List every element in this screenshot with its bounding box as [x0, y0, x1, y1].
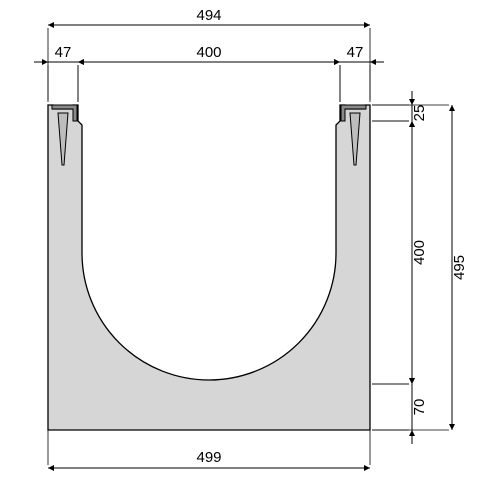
dimension-label: 495 — [451, 255, 468, 280]
dimension-label: 47 — [55, 44, 72, 61]
dimension-label: 400 — [411, 240, 428, 265]
dimension-label: 47 — [347, 44, 364, 61]
dimension-label: 25 — [411, 105, 428, 122]
dimension-label: 400 — [196, 44, 221, 61]
channel-body — [48, 105, 370, 430]
dimension-label: 70 — [411, 399, 428, 416]
dimension-label: 499 — [196, 449, 221, 466]
dimension-label: 494 — [196, 7, 221, 24]
